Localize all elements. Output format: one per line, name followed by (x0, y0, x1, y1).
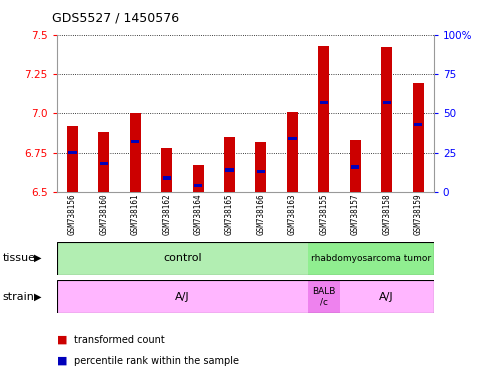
Bar (320, 101, 328, 104)
Text: strain: strain (2, 291, 35, 302)
Bar (318, 46, 329, 192)
Text: transformed count: transformed count (74, 335, 165, 345)
Bar (383, 101, 391, 104)
Bar (287, 112, 298, 192)
Text: BALB
/c: BALB /c (312, 287, 336, 306)
Bar (351, 165, 359, 169)
Bar (381, 47, 392, 192)
Bar (224, 137, 235, 192)
Bar (69, 151, 76, 154)
Bar (288, 137, 296, 140)
Bar (163, 176, 171, 180)
Bar (161, 148, 172, 192)
Bar (308, 280, 340, 313)
Bar (225, 168, 234, 172)
Bar (98, 132, 109, 192)
Text: ■: ■ (57, 335, 67, 345)
Bar (57, 242, 308, 275)
Bar (414, 122, 422, 126)
Text: rhabdomyosarcoma tumor: rhabdomyosarcoma tumor (311, 254, 431, 263)
Bar (194, 184, 202, 187)
Bar (57, 280, 308, 313)
Text: control: control (163, 253, 202, 263)
Text: ■: ■ (57, 356, 67, 366)
Bar (130, 113, 141, 192)
Text: GDS5527 / 1450576: GDS5527 / 1450576 (52, 12, 179, 25)
Bar (413, 83, 423, 192)
Text: tissue: tissue (2, 253, 35, 263)
Text: A/J: A/J (175, 291, 190, 302)
Bar (340, 280, 434, 313)
Text: ▶: ▶ (34, 253, 41, 263)
Bar (67, 126, 78, 192)
Bar (308, 242, 434, 275)
Bar (257, 170, 265, 173)
Bar (131, 140, 140, 143)
Bar (100, 162, 108, 166)
Bar (193, 165, 204, 192)
Bar (350, 140, 361, 192)
Text: percentile rank within the sample: percentile rank within the sample (74, 356, 239, 366)
Bar (255, 142, 267, 192)
Text: ▶: ▶ (34, 291, 41, 302)
Text: A/J: A/J (380, 291, 394, 302)
